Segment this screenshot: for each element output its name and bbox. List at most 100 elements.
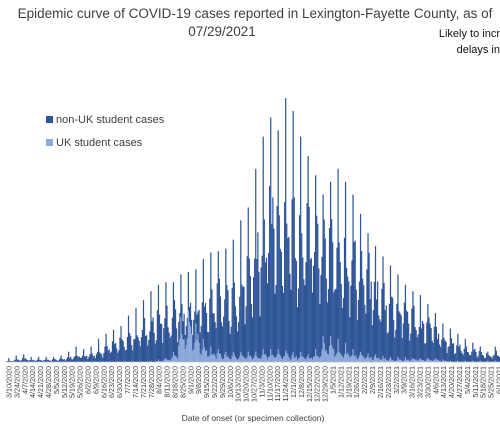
non-uk-day-bar	[390, 296, 393, 362]
non-uk-day-bar	[363, 285, 365, 362]
uk-day-bar	[445, 360, 447, 362]
non-uk-day-bar	[460, 351, 462, 362]
non-uk-day-bar	[60, 355, 62, 362]
uk-day-bar	[435, 359, 438, 362]
non-uk-day-bar	[301, 233, 303, 362]
non-uk-day-bar	[226, 285, 228, 362]
non-uk-day-bar	[355, 289, 357, 362]
non-uk-day-bar	[130, 335, 132, 362]
x-tick-label: 10/13/2020	[234, 366, 243, 402]
non-uk-day-bar	[466, 351, 469, 362]
non-uk-day-bar	[201, 302, 203, 362]
non-uk-day-bar	[373, 281, 376, 362]
x-tick-label: 5/4/2021	[463, 366, 472, 394]
non-uk-day-bar	[337, 168, 339, 362]
non-uk-day-bar	[170, 335, 172, 362]
non-uk-day-bar	[164, 318, 166, 362]
x-tick-label: 4/7/2020	[20, 366, 29, 394]
non-uk-day-bar	[125, 349, 127, 362]
non-uk-day-bar	[381, 288, 383, 362]
x-tick-label: 6/1/2021	[495, 366, 500, 394]
uk-day-bar	[197, 333, 199, 362]
non-uk-day-bar	[167, 327, 169, 362]
non-uk-day-bar	[321, 256, 323, 362]
uk-day-bar	[398, 358, 400, 362]
uk-day-bar	[176, 357, 178, 362]
non-uk-day-bar	[281, 285, 284, 362]
non-uk-day-bar	[29, 360, 31, 362]
uk-day-bar	[235, 358, 238, 362]
non-uk-day-bar	[305, 262, 307, 362]
non-uk-day-bar	[351, 260, 353, 362]
uk-day-bar	[317, 356, 319, 362]
non-uk-day-bar	[439, 344, 441, 362]
non-uk-day-bar	[149, 331, 151, 362]
uk-day-bar	[305, 359, 307, 362]
non-uk-day-bar	[243, 286, 245, 362]
non-uk-day-bar	[136, 335, 138, 362]
non-uk-day-bar	[30, 356, 32, 362]
x-tick-label: 2/9/2021	[368, 366, 377, 394]
non-uk-day-bar	[100, 353, 102, 362]
non-uk-day-bar	[200, 325, 202, 362]
uk-day-bar	[358, 355, 361, 362]
non-uk-day-bar	[80, 357, 83, 362]
uk-day-bar	[312, 356, 315, 362]
non-uk-day-bar	[54, 359, 56, 362]
non-uk-day-bar	[72, 359, 74, 362]
non-uk-day-bar	[456, 345, 458, 362]
non-uk-day-bar	[231, 287, 233, 362]
non-uk-day-bar	[279, 248, 281, 362]
uk-day-bar	[269, 356, 271, 362]
non-uk-day-bar	[288, 236, 290, 362]
delay-note-line-1: Likely to incr	[439, 28, 500, 40]
non-uk-day-bar	[122, 341, 124, 362]
non-uk-day-bar	[229, 333, 231, 362]
non-uk-day-bar	[31, 359, 33, 362]
uk-day-bar	[361, 354, 363, 362]
non-uk-day-bar	[228, 321, 230, 362]
non-uk-day-bar	[150, 291, 152, 362]
uk-day-bar	[241, 354, 243, 362]
series-uk-bars	[150, 310, 496, 362]
uk-day-bar	[412, 358, 414, 362]
uk-day-bar	[341, 356, 343, 362]
non-uk-day-bar	[51, 359, 54, 362]
non-uk-day-bar	[49, 360, 52, 362]
uk-day-bar	[331, 345, 333, 362]
legend-label-non-uk: non-UK student cases	[56, 114, 165, 126]
non-uk-day-bar	[487, 351, 489, 362]
uk-day-bar	[413, 359, 415, 362]
uk-day-bar	[262, 349, 264, 362]
non-uk-day-bar	[317, 223, 319, 362]
non-uk-day-bar	[362, 278, 364, 362]
non-uk-day-bar	[332, 242, 334, 362]
legend: non-UK student cases UK student cases	[46, 114, 165, 149]
non-uk-day-bar	[15, 355, 17, 362]
uk-day-bar	[379, 359, 381, 362]
non-uk-day-bar	[385, 305, 387, 362]
non-uk-day-bar	[361, 250, 363, 362]
non-uk-day-bar	[471, 351, 473, 362]
non-uk-day-bar	[346, 267, 348, 362]
x-tick-label: 4/27/2021	[455, 366, 464, 398]
uk-day-bar	[279, 355, 281, 362]
uk-day-bar	[150, 360, 152, 362]
uk-day-bar	[183, 339, 185, 362]
uk-day-bar	[172, 351, 175, 362]
x-axis-title: Date of onset (or specimen collection)	[182, 413, 325, 423]
non-uk-day-bar	[194, 311, 196, 362]
non-uk-day-bar	[168, 332, 170, 362]
non-uk-day-bar	[92, 356, 94, 362]
non-uk-day-bar	[420, 328, 423, 362]
uk-day-bar	[352, 349, 354, 362]
non-uk-day-bar	[424, 343, 426, 362]
non-uk-day-bar	[411, 308, 413, 362]
non-uk-day-bar	[300, 136, 302, 362]
non-uk-day-bar	[457, 333, 459, 362]
uk-day-bar	[357, 358, 360, 362]
uk-day-bar	[380, 359, 382, 362]
non-uk-day-bar	[148, 339, 150, 362]
non-uk-day-bar	[472, 342, 474, 362]
uk-day-bar	[164, 359, 166, 362]
